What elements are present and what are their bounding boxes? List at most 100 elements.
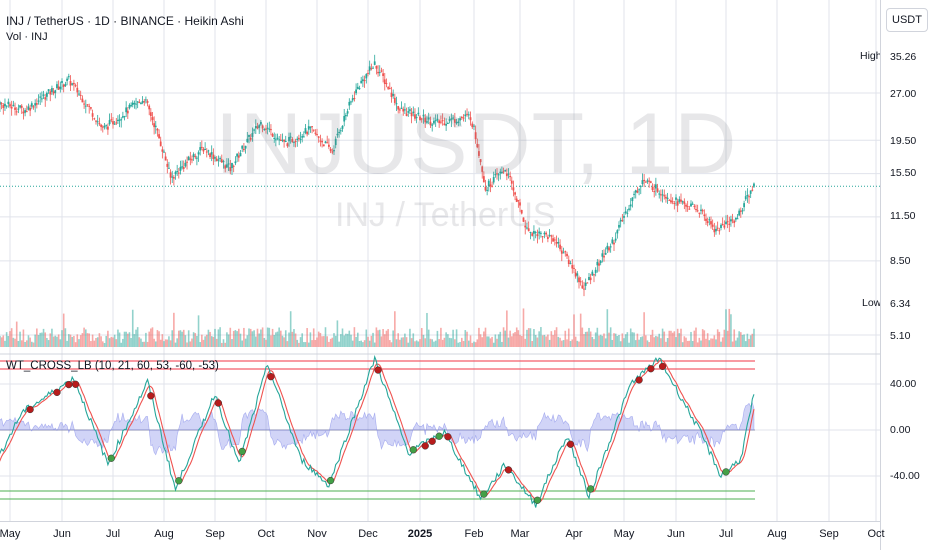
volume-bar	[543, 334, 546, 347]
volume-bar	[316, 337, 318, 347]
volume-bar	[708, 340, 711, 347]
candle-body	[125, 107, 128, 113]
price-axis[interactable]: USDT 35.26 27.00 19.50 15.50 11.50 8.50 …	[880, 0, 932, 550]
volume-bar	[378, 329, 381, 347]
volume-bar	[141, 341, 144, 347]
candle-body	[179, 166, 182, 171]
candle-body	[29, 108, 32, 111]
candle-body	[317, 136, 320, 138]
volume-bar	[350, 334, 352, 347]
candle-body	[192, 154, 195, 157]
candle-body	[718, 230, 721, 232]
candle-body	[608, 247, 610, 251]
candle-body	[288, 137, 290, 142]
time-axis[interactable]: May Jun Jul Aug Sep Oct Nov Dec 2025 Feb…	[0, 521, 885, 551]
candle-body	[202, 148, 205, 152]
volume-bar	[540, 327, 542, 347]
time-tick: Jul	[105, 528, 121, 540]
volume-bar	[209, 331, 211, 347]
candle-body	[512, 187, 515, 191]
volume-bar	[471, 342, 474, 347]
volume-bar	[688, 340, 691, 347]
candle-body	[115, 122, 118, 124]
candle-body	[520, 210, 523, 214]
volume-bar	[683, 336, 686, 347]
volume-bar	[736, 337, 739, 347]
volume-bar	[243, 327, 245, 347]
chart-canvas[interactable]	[0, 0, 880, 521]
candle-body	[474, 132, 477, 140]
candle-body	[462, 117, 465, 119]
volume-bar	[0, 335, 1, 347]
candle-body	[25, 111, 28, 113]
candle-body	[39, 96, 42, 98]
volume-bar	[557, 336, 560, 347]
time-tick: Aug	[767, 528, 787, 540]
candle-body	[348, 101, 351, 106]
volume-bar	[693, 330, 696, 347]
candle-body	[515, 198, 518, 202]
volume-bar	[473, 341, 475, 347]
volume-bar	[17, 340, 20, 347]
volume-bar	[103, 342, 106, 347]
candle-body	[703, 214, 706, 217]
volume-bar	[145, 332, 147, 347]
candle-body	[189, 158, 192, 160]
candle-body	[14, 107, 16, 110]
time-tick: Jun	[53, 528, 71, 540]
cross-down-dot	[428, 437, 436, 445]
volume-bar	[194, 333, 197, 347]
volume-bar	[749, 335, 752, 347]
wt-histogram	[0, 401, 755, 456]
candle-body	[166, 163, 169, 167]
candle-body	[20, 105, 23, 108]
candle-body	[191, 159, 193, 161]
candle-body	[387, 87, 390, 89]
volume-bar	[133, 334, 136, 347]
candle-body	[88, 105, 91, 107]
volume-bar	[231, 339, 233, 347]
volume-bar	[130, 338, 132, 347]
volume-bar	[7, 335, 10, 347]
candle-body	[133, 103, 136, 105]
volume-bar	[284, 330, 287, 347]
candle-body	[355, 89, 357, 94]
volume-label[interactable]: Vol · INJ	[6, 31, 48, 43]
candle-body	[319, 140, 322, 142]
candle-body	[459, 118, 461, 121]
candle-body	[434, 120, 437, 122]
candle-body	[691, 203, 694, 205]
indicator-label[interactable]: WT_CROSS_LB (10, 21, 60, 53, -60, -53)	[6, 360, 219, 372]
candle-body	[492, 177, 495, 183]
currency-button[interactable]: USDT	[886, 8, 928, 32]
candle-body	[184, 162, 187, 167]
volume-bar	[469, 335, 472, 347]
candle-body	[249, 137, 252, 140]
candle-body	[546, 236, 549, 239]
candle-body	[143, 101, 146, 103]
candle-body	[588, 276, 590, 281]
volume-bar	[564, 330, 567, 347]
volume-bar	[61, 330, 63, 347]
volume-bar	[387, 329, 389, 347]
volume-bar	[136, 327, 139, 347]
candle-body	[496, 173, 498, 175]
candle-body	[738, 210, 741, 216]
candle-body	[601, 253, 604, 257]
volume-bar	[711, 338, 714, 347]
volume-bar	[385, 330, 388, 347]
candle-body	[545, 232, 548, 235]
candle-body	[368, 66, 371, 71]
cross-down-dot	[658, 362, 667, 371]
chart-title[interactable]: INJ / TetherUS · 1D · BINANCE · Heikin A…	[6, 14, 244, 28]
volume-bar	[248, 328, 250, 347]
volume-bar	[117, 329, 119, 347]
time-tick: Mar	[510, 528, 530, 540]
volume-bar	[650, 334, 652, 347]
volume-bar	[686, 340, 689, 347]
candle-body	[299, 138, 302, 140]
volume-bar	[675, 337, 677, 347]
candle-body	[204, 149, 207, 151]
candle-body	[596, 261, 599, 266]
osc-tick: -40.00	[890, 470, 920, 482]
